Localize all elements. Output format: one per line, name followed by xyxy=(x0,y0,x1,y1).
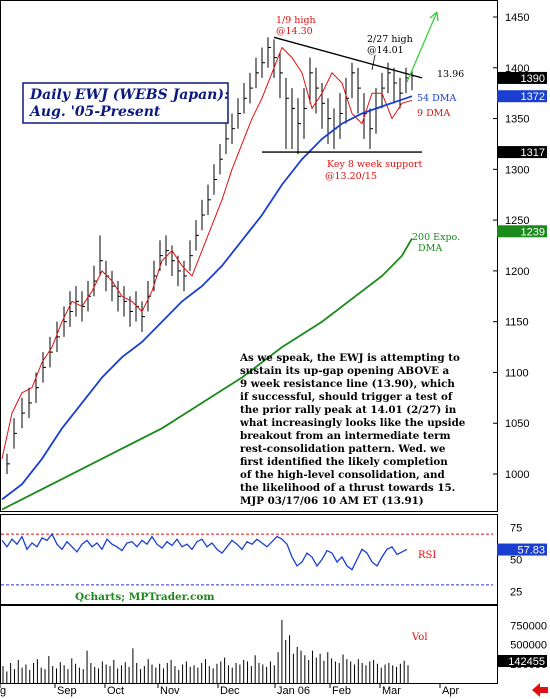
price-tick-label: 1400 xyxy=(505,63,529,75)
month-label: Mar xyxy=(382,685,401,697)
two-hundred-expo-dma-line xyxy=(1,237,413,511)
commentary-line: if successful, should trigger a test of xyxy=(240,391,453,403)
commentary-line: the prior rally peak at 14.01 (2/27) in xyxy=(240,404,457,416)
price-tick-label: 1350 xyxy=(505,114,529,126)
month-label: Oct xyxy=(107,685,124,697)
annotation-pointer-2-27 xyxy=(371,54,376,71)
rsi-tick-label: 25 xyxy=(510,586,522,598)
rsi-series: 25 50 75 57.83 xyxy=(1,523,547,598)
fifty-four-dma-line xyxy=(1,95,413,501)
arrow-head-icon xyxy=(429,11,439,22)
annotation-9-dma: 9 DMA xyxy=(417,108,450,119)
chart-subtitle: Aug. '05-Present xyxy=(28,104,161,120)
commentary-line: rest-consolidation pattern. Wed. we xyxy=(240,443,446,455)
price-tick-label: 1450 xyxy=(505,12,529,24)
commentary-line: 9 week resistance line (13.90), which xyxy=(240,378,455,390)
month-label: Feb xyxy=(332,685,351,697)
annotation-support: Key 8 week support xyxy=(327,159,422,170)
volume-series: 250000500000750000142455 xyxy=(2,619,547,683)
scroll-left-arrow-icon[interactable] xyxy=(532,683,548,697)
annotation-13-96: 13.96 xyxy=(437,69,464,80)
month-label: Apr xyxy=(442,685,459,697)
rsi-label: RSI xyxy=(418,550,436,561)
commentary-line: MJP 03/17/06 10 AM ET (13.91) xyxy=(240,495,424,507)
rsi-value-tag: 57.83 xyxy=(517,545,545,557)
price-tags: 1390 1372 1317 1239 xyxy=(497,71,547,238)
volume-value-tag-box xyxy=(497,655,547,667)
month-label: g xyxy=(0,685,6,697)
rsi-tick-label: 50 xyxy=(510,555,522,567)
commentary-line: first identified the likely completion xyxy=(240,456,448,468)
commentary-line: the likelihood of a thrust towards 15. xyxy=(240,482,455,494)
annotation-54-dma: 54 DMA xyxy=(417,93,456,104)
price-tag-box xyxy=(497,146,547,159)
price-tag-box xyxy=(497,90,547,103)
annotation-2-27-high-value: @14.01 xyxy=(367,45,404,56)
price-panel-frame xyxy=(0,0,498,512)
price-axis: 1000 1050 1100 1150 1200 1250 1300 1350 1400 1450 xyxy=(493,12,529,481)
price-tick-label: 1100 xyxy=(505,367,529,379)
price-tick-label: 1000 xyxy=(505,469,529,481)
month-label: Jan 06 xyxy=(277,685,310,697)
rsi-tick-label: 75 xyxy=(510,523,522,535)
price-tick-label: 1050 xyxy=(505,418,529,430)
price-tick-label: 1250 xyxy=(505,215,529,227)
resistance-trendline xyxy=(273,36,423,79)
commentary-line: sustain its up-gap opening ABOVE a xyxy=(240,365,450,377)
annotation-1-9-high-value: @14.30 xyxy=(276,26,313,37)
annotation-support-value: @13.20/15 xyxy=(325,171,377,182)
month-label: Dec xyxy=(220,685,240,697)
price-tick-label: 1300 xyxy=(505,164,529,176)
commentary-line: breakout from an intermediate term xyxy=(240,430,451,442)
annotation-2-27-high: 2/27 high xyxy=(367,34,413,45)
x-axis: g Sep Oct Nov Dec Jan 06 Feb Mar Apr xyxy=(0,684,459,697)
volume-value-tag: 142455 xyxy=(508,656,545,668)
rsi-panel-frame xyxy=(0,514,498,605)
title-box xyxy=(22,82,229,124)
annotation-200-dma: DMA xyxy=(418,243,442,254)
rsi-line xyxy=(1,532,408,571)
nine-dma-line xyxy=(1,46,413,459)
projection-arrow xyxy=(406,11,438,83)
price-tag-label: 1390 xyxy=(521,73,545,85)
commentary-line: what increasingly looks like the upside xyxy=(239,417,466,429)
price-tag-box xyxy=(497,71,547,84)
volume-label: Vol xyxy=(411,632,428,643)
annotation-1-9-high: 1/9 high xyxy=(276,15,316,26)
price-tag-label: 1239 xyxy=(521,226,545,238)
price-tick-label: 1150 xyxy=(505,317,529,329)
commentary-line: of the high-level consolidation, and xyxy=(240,469,445,481)
annotation-200-expo: 200 Expo. xyxy=(412,232,460,243)
watermark: Qcharts; MPTrader.com xyxy=(75,591,214,603)
commentary: As we speak, the EWJ is attempting to su… xyxy=(239,352,466,507)
price-tag-box xyxy=(497,225,547,238)
volume-tick-label: 750000 xyxy=(510,620,547,632)
volume-tick-label: 500000 xyxy=(510,640,547,652)
price-tick-label: 1200 xyxy=(505,266,529,278)
month-label: Sep xyxy=(57,685,77,697)
price-tag-label: 1372 xyxy=(521,91,545,103)
price-series xyxy=(1,36,423,511)
volume-panel-frame xyxy=(0,605,498,684)
month-label: Nov xyxy=(160,685,180,697)
price-tag-label: 1317 xyxy=(521,147,545,159)
rsi-value-tag-box xyxy=(497,543,547,556)
chart-title: Daily EWJ (WEBS Japan): xyxy=(29,87,229,103)
commentary-line: As we speak, the EWJ is attempting to xyxy=(239,352,460,364)
